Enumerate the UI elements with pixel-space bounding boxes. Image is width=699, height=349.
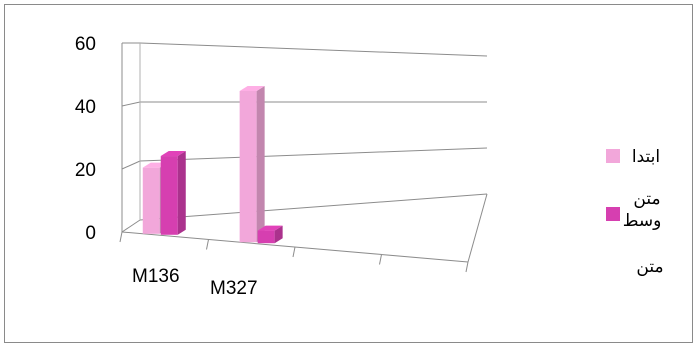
x-tick bbox=[379, 254, 382, 265]
axes bbox=[119, 43, 488, 273]
bar-side bbox=[256, 86, 265, 243]
bars bbox=[142, 86, 283, 244]
legend: ابتدا متن وسط متن bbox=[606, 147, 664, 277]
x-category-label: M327 bbox=[210, 278, 258, 299]
gridline-depth bbox=[121, 160, 141, 170]
chart-frame bbox=[4, 4, 693, 343]
x-tick bbox=[206, 239, 209, 250]
gridline-depth bbox=[121, 101, 141, 107]
x-tick bbox=[292, 246, 296, 258]
y-tick-label: 60 bbox=[75, 34, 96, 55]
legend-label: متن bbox=[633, 189, 660, 209]
bar bbox=[257, 225, 283, 244]
y-tick-label: 40 bbox=[75, 97, 96, 118]
x-category-label: M136 bbox=[132, 266, 180, 287]
bar-front bbox=[160, 156, 178, 235]
legend-label: متن bbox=[636, 257, 663, 277]
bar-front bbox=[257, 230, 275, 244]
bar-top bbox=[160, 151, 186, 157]
legend-label: وسط bbox=[623, 211, 662, 231]
x-tick bbox=[465, 261, 469, 273]
gridline bbox=[139, 193, 488, 221]
bar bbox=[239, 86, 265, 243]
bar-front bbox=[239, 91, 257, 243]
bar-front bbox=[142, 167, 160, 234]
legend-swatch bbox=[606, 207, 620, 221]
x-tick bbox=[119, 231, 123, 243]
legend-swatch bbox=[606, 149, 620, 163]
bar-top bbox=[239, 86, 265, 91]
gridlines bbox=[121, 42, 488, 233]
gridline bbox=[139, 42, 488, 57]
x-category-labels: M136 M327 bbox=[132, 266, 258, 299]
bar-side bbox=[177, 151, 186, 235]
floor-right-edge bbox=[467, 193, 488, 263]
bar-side bbox=[274, 225, 283, 244]
y-tick-label: 20 bbox=[75, 160, 96, 181]
gridline-depth bbox=[121, 219, 141, 233]
y-tick-label: 0 bbox=[85, 223, 96, 244]
gridline bbox=[139, 147, 488, 162]
legend-label: ابتدا bbox=[632, 147, 660, 167]
bar-top bbox=[257, 225, 283, 231]
y-tick-labels: 0 20 40 60 bbox=[75, 34, 96, 244]
bar bbox=[160, 151, 186, 235]
